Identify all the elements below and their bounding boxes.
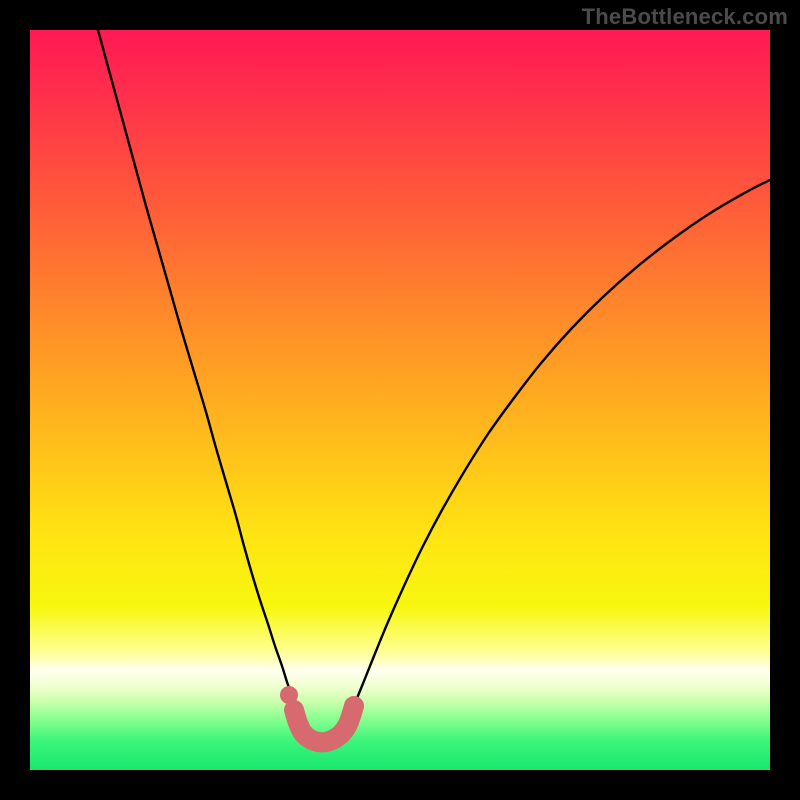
curve-left xyxy=(98,30,296,708)
watermark-text: TheBottleneck.com xyxy=(582,4,788,30)
frame-left xyxy=(0,0,30,800)
min-marker-arc xyxy=(294,706,354,742)
frame-bottom xyxy=(0,770,800,800)
plot-area xyxy=(30,30,770,770)
frame-right xyxy=(770,0,800,800)
min-marker-dot xyxy=(280,686,298,704)
chart-svg xyxy=(30,30,770,770)
curve-right xyxy=(352,180,770,710)
